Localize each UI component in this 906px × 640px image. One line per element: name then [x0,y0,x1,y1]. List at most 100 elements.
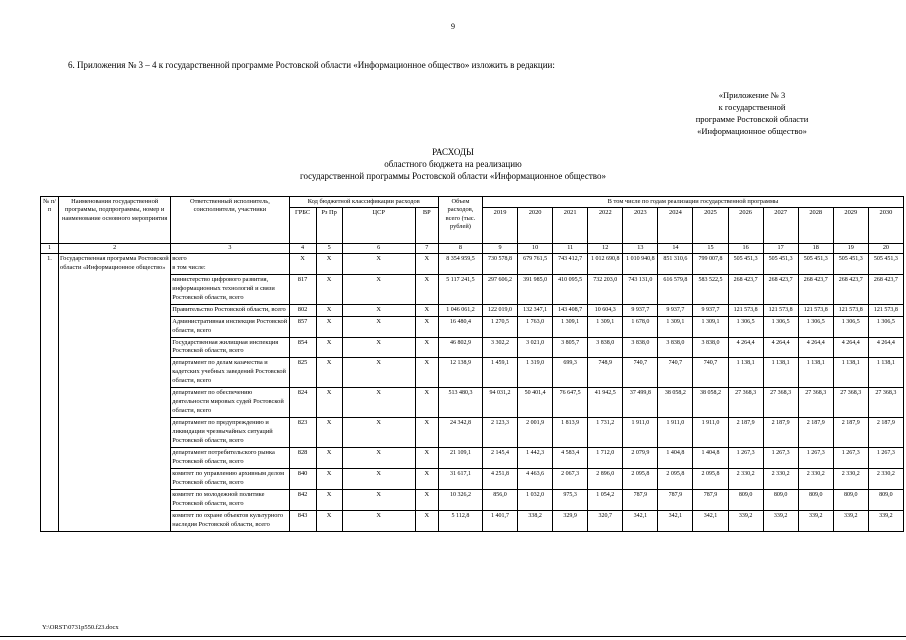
year-value-cell-2021: 2 067,3 [552,468,589,491]
year-value-cell-2029: 339,2 [832,509,869,532]
year-value-cell-2021: 1 309,1 [552,315,589,338]
year-value-cell-2030: 1 138,1 [867,357,905,389]
year-value-cell-2023: 1 678,0 [622,315,659,338]
year-value-cell-2021: 410 095,5 [552,273,589,305]
year-value-cell-2024: 2 095,8 [657,468,694,491]
grbs-code-cell: 825 [288,357,317,389]
grbs-code-cell: 802 [288,303,317,317]
executor-cell: Административная инспекция Ростовской об… [170,315,290,338]
grbs-code-cell: 854 [288,336,317,359]
grbs-code-cell: 857 [288,315,317,338]
year-value-cell-2029: 1 306,5 [832,315,869,338]
year-value-cell-2020: 391 985,0 [517,273,554,305]
vr-code-cell: X [414,303,439,317]
page-number: 9 [451,22,455,31]
total-value-cell: 5 112,8 [437,509,483,532]
title-line: областного бюджета на реализацию [384,159,522,170]
year-value-cell-2025: 787,9 [692,489,729,511]
total-value-cell: 21 109,1 [437,447,483,470]
table-row: 1. Государственная программа Ростовской о… [39,252,905,532]
year-value-cell-2021: 1 813,9 [552,417,589,449]
year-value-cell-2020: 3 021,0 [517,336,554,359]
executor-cell: комитет по молодежной политике Ростовско… [170,489,290,511]
footer-file-path: Y:\ORST\0731p550.f23.docx [42,624,119,631]
year-value-cell-2029: 268 423,7 [832,273,869,305]
header-col-index-16: 16 [727,243,764,254]
rzpr-code-cell: X [315,273,343,305]
year-value-cell-2029: 27 368,3 [832,387,869,419]
header-volume: Объем расходов, всего (тыс. рублей) [437,195,483,245]
year-value-cell-2023: 37 499,8 [622,387,659,419]
total-value-cell: 10 326,2 [437,489,483,511]
year-value-cell-2022: 1 712,0 [587,447,624,470]
year-value-cell-2029: 505 451,3 [832,252,869,275]
vr-code-cell: X [414,252,439,275]
year-value-cell-2021: 4 583,4 [552,447,589,470]
grbs-code-cell: 828 [288,447,317,470]
year-value-cell-2022: 732 203,0 [587,273,624,305]
annex-line: программе Ростовской области [695,113,809,124]
annex-line: к государственной [718,101,786,112]
csr-code-cell: X [341,447,416,470]
header-col-index-12: 12 [587,243,624,254]
year-value-cell-2026: 121 573,8 [727,303,764,317]
year-value-cell-2023: 1 911,0 [622,417,659,449]
year-value-cell-2024: 851 310,6 [657,252,694,275]
grbs-code-cell: X [288,252,317,275]
grbs-code-cell: 817 [288,273,317,305]
year-value-cell-2019: 297 606,2 [481,273,519,305]
year-value-cell-2021: 743 412,7 [552,252,589,275]
executor-cell: министерство цифрового развития, информа… [170,273,290,305]
year-value-cell-2027: 505 451,3 [762,252,799,275]
year-value-cell-2030: 505 451,3 [867,252,905,275]
year-value-cell-2026: 809,0 [727,489,764,511]
table-header-groups: № п/п Наименования государственной прогр… [39,195,905,245]
executor-cell: департамент по делам казачества и кадетс… [170,357,290,389]
table-row: министерство цифрового развития, информа… [41,273,905,305]
total-value-cell: 513 480,3 [437,387,483,419]
header-col-index-2: 2 [58,243,172,254]
grbs-code-cell: 840 [288,468,317,491]
page-bottom-edge [0,636,906,637]
year-value-cell-2023: 787,9 [622,489,659,511]
year-value-cell-2022: 1 731,2 [587,417,624,449]
year-value-cell-2019: 2 123,3 [481,417,519,449]
year-value-cell-2025: 799 007,8 [692,252,729,275]
year-value-cell-2021: 699,3 [552,357,589,389]
table-row: Правительство Ростовской области, всего 8… [41,303,905,317]
annex-label: «Приложение № 3 к государственной програ… [634,90,870,138]
header-col-index-10: 10 [517,243,554,254]
header-col-index-5: 5 [315,243,343,254]
year-value-cell-2019: 94 031,2 [481,387,519,419]
csr-code-cell: X [341,387,416,419]
year-value-cell-2026: 27 368,3 [727,387,764,419]
year-value-cell-2026: 505 451,3 [727,252,764,275]
vr-code-cell: X [414,315,439,338]
title-line: государственной программы Ростовской обл… [299,171,606,182]
year-value-cell-2024: 342,1 [657,509,694,532]
year-value-cell-2028: 4 264,4 [797,336,834,359]
csr-code-cell: X [341,336,416,359]
rzpr-code-cell: X [315,447,343,470]
header-col-index-13: 13 [622,243,659,254]
year-value-cell-2019: 856,0 [481,489,519,511]
annex-line: «Информационное общество» [697,125,807,136]
table-row: департамент по делам казачества и кадетс… [41,357,905,389]
header-years-group: В том числе по годам реализации государс… [481,195,905,209]
year-value-cell-2020: 50 401,4 [517,387,554,419]
header-col-index-20: 20 [867,243,905,254]
rzpr-code-cell: X [315,357,343,389]
header-year-2024: 2024 [657,207,694,245]
total-value-cell: 46 802,9 [437,336,483,359]
executor-cell: всего в том числе: [170,252,290,275]
table-row: комитет по охране объектов культурного н… [41,509,905,532]
total-value-cell: 31 617,1 [437,468,483,491]
total-value-cell: 5 117 241,5 [437,273,483,305]
header-code-col-2: Рз Пр [315,207,343,245]
rzpr-code-cell: X [315,509,343,532]
executor-cell: департамент по обеспечению деятельности … [170,387,290,419]
grbs-code-cell: 843 [288,509,317,532]
year-value-cell-2025: 1 404,8 [692,447,729,470]
year-value-cell-2024: 38 058,2 [657,387,694,419]
year-value-cell-2025: 3 838,0 [692,336,729,359]
